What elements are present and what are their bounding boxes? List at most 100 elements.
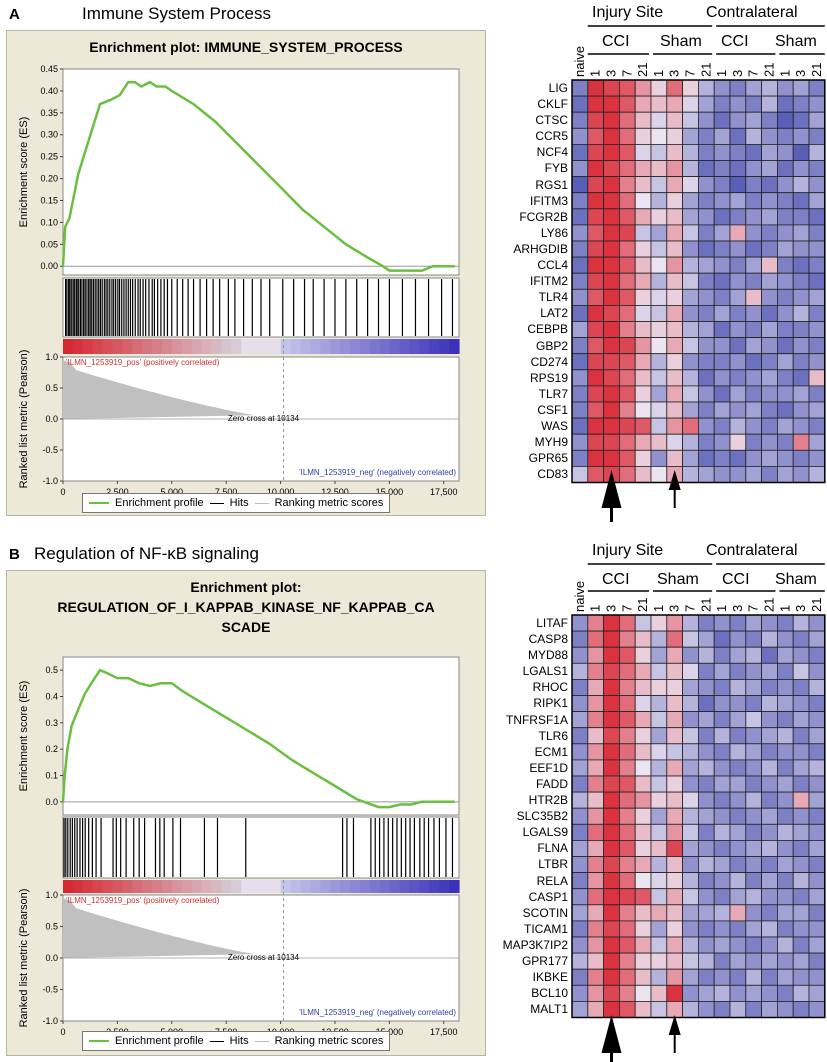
heatmap-cell xyxy=(776,775,794,793)
panel-letter-a: A xyxy=(9,6,20,23)
rank-tick-label: 0.0 xyxy=(45,414,58,424)
enrichment-profile-line xyxy=(61,668,455,809)
rank-color-segment xyxy=(132,880,143,893)
heatmap-cell xyxy=(792,79,810,97)
heatmap-cell xyxy=(808,759,826,777)
heatmap-cell xyxy=(634,176,652,194)
heatmap-cell xyxy=(808,288,826,306)
heatmap-cell xyxy=(571,192,589,210)
rank-color-segment xyxy=(112,339,123,354)
heatmap-cell xyxy=(603,984,620,1002)
heatmap-cell xyxy=(792,224,810,242)
rank-tick-label: 0.0 xyxy=(45,953,58,963)
heatmap-cell xyxy=(761,176,778,194)
heatmap-cell xyxy=(650,304,668,322)
heatmap-cell xyxy=(666,775,684,793)
heatmap-cell xyxy=(808,920,826,938)
heatmap-cell xyxy=(587,984,604,1002)
heatmap-cell xyxy=(792,304,810,322)
heatmap-cell xyxy=(650,127,668,145)
heatmap-cell xyxy=(808,968,826,986)
heatmap-cell xyxy=(666,208,684,226)
heatmap-cell xyxy=(761,240,778,258)
heatmap-cell xyxy=(792,417,810,435)
heatmap-cell xyxy=(666,192,684,210)
heatmap-cell xyxy=(745,192,763,210)
rank-color-segment xyxy=(270,880,282,893)
heatmap-cell xyxy=(603,127,620,145)
heatmap-cell xyxy=(745,417,763,435)
heatmap-cell xyxy=(619,711,636,729)
rank-color-segment xyxy=(320,880,331,893)
heatmap-cell xyxy=(761,144,778,161)
es-tick-label: 0.40 xyxy=(40,86,58,96)
heatmap-cell xyxy=(634,727,652,745)
heatmap-cell xyxy=(776,968,794,986)
heatmap-cell xyxy=(587,872,604,890)
heatmap-cell xyxy=(729,160,747,178)
heatmap-cell xyxy=(761,984,778,1002)
es-tick-label: 0.4 xyxy=(45,692,58,702)
heatmap-cell xyxy=(666,127,684,145)
heatmap-cell xyxy=(761,111,778,129)
legend-rank-label: Ranking metric scores xyxy=(274,497,384,509)
rank-color-segment xyxy=(360,880,371,893)
heatmap-cell xyxy=(587,95,604,113)
x-tick-label: 15,000 xyxy=(376,487,404,497)
rank-color-segment xyxy=(122,880,133,893)
heatmap-cell xyxy=(792,743,810,761)
heatmap-cell xyxy=(571,807,589,825)
heatmap-cell xyxy=(650,839,668,857)
heatmap-cell xyxy=(571,465,589,483)
column-label: 1 xyxy=(777,70,792,77)
gene-label: CTSC xyxy=(535,113,568,128)
heatmap-cell xyxy=(682,904,699,922)
heatmap-cell xyxy=(745,401,763,419)
heatmap-cell xyxy=(808,904,826,922)
heatmap-cell xyxy=(776,743,794,761)
heatmap-cell xyxy=(808,839,826,857)
heatmap-cell xyxy=(776,288,794,306)
heatmap-cell xyxy=(761,614,778,632)
gene-label: SLC35B2 xyxy=(516,809,568,824)
heatmap-cell xyxy=(713,968,731,986)
heatmap-cell xyxy=(682,240,699,258)
column-label: 21 xyxy=(762,63,777,77)
heatmap-cell xyxy=(745,614,763,632)
heatmap-cell xyxy=(729,936,747,954)
heatmap-b-sub-sham-contra: Sham xyxy=(775,571,817,588)
heatmap-cell xyxy=(776,823,794,841)
heatmap-cell xyxy=(666,695,684,713)
heatmap-cell xyxy=(792,127,810,145)
heatmap-cell xyxy=(603,872,620,890)
heatmap-cell xyxy=(587,288,604,306)
heatmap-cell xyxy=(697,417,715,435)
rank-tick-label: -0.5 xyxy=(42,985,58,995)
heatmap-cell xyxy=(603,208,620,226)
heatmap-cell xyxy=(619,369,636,387)
column-label: 3 xyxy=(667,70,682,77)
heatmap-cell xyxy=(761,417,778,435)
rank-color-segment xyxy=(379,339,391,354)
heatmap-cell xyxy=(666,337,684,355)
zero-cross-label: Zero cross at 10134 xyxy=(228,414,300,423)
heatmap-cell xyxy=(603,711,620,729)
heatmap-cell xyxy=(697,856,715,874)
plot-title-a: Enrichment plot: IMMUNE_SYSTEM_PROCESS xyxy=(89,39,403,55)
heatmap-cell xyxy=(776,95,794,113)
heatmap-cell xyxy=(603,727,620,745)
rank-color-segment xyxy=(449,339,460,354)
heatmap-cell xyxy=(745,936,763,954)
heatmap-cell xyxy=(650,984,668,1002)
heatmap-cell xyxy=(619,614,636,632)
heatmap-a-gene-labels: LIG CKLF CTSC CCR5 NCF4 FYB RGS1 IFITM3 FCGR2B LY… xyxy=(494,80,568,482)
column-label: 3 xyxy=(793,605,808,612)
heatmap-cell xyxy=(650,807,668,825)
heatmap-cell xyxy=(571,759,589,777)
heatmap-cell xyxy=(808,240,826,258)
heatmap-cell xyxy=(745,321,763,339)
heatmap-cell xyxy=(808,727,826,745)
heatmap-cell xyxy=(634,417,652,435)
heatmap-cell xyxy=(603,192,620,210)
heatmap-cell xyxy=(634,240,652,258)
